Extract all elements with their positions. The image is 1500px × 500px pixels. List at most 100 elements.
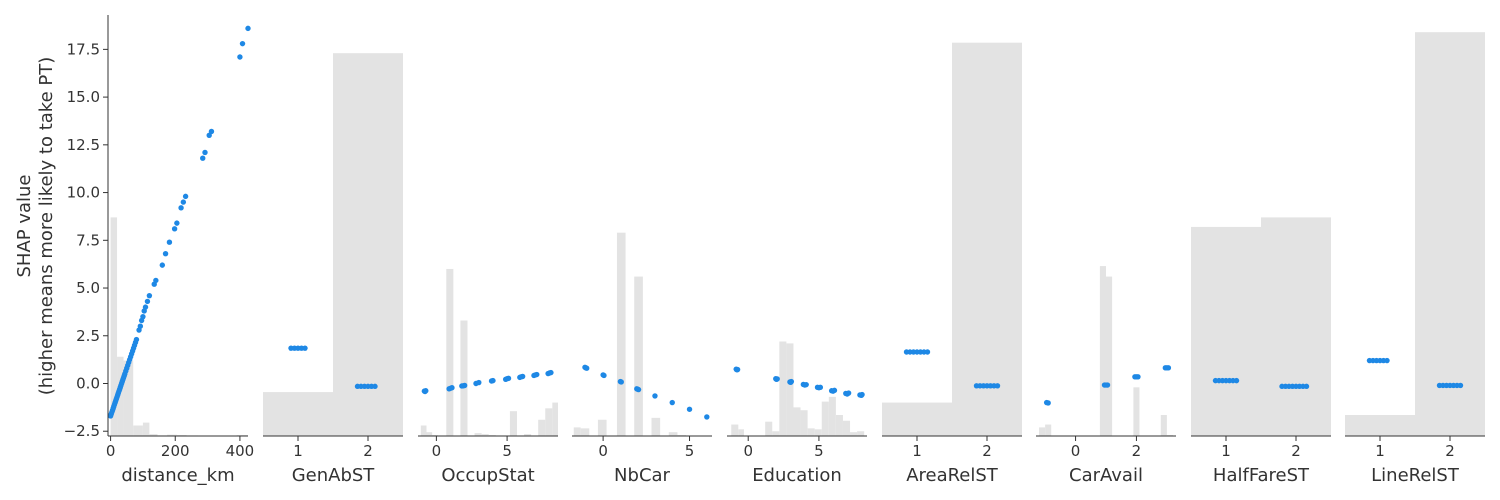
- histogram-bar: [793, 407, 801, 436]
- data-point: [1303, 383, 1310, 390]
- x-tick-label: 5: [685, 442, 695, 460]
- data-point: [153, 277, 159, 284]
- data-point: [618, 379, 624, 385]
- data-point: [1135, 374, 1141, 380]
- data-point: [994, 383, 1001, 389]
- data-point: [239, 40, 246, 47]
- histogram-bar: [952, 42, 1022, 436]
- data-point: [845, 390, 852, 396]
- data-point: [178, 205, 184, 211]
- data-point: [635, 386, 642, 393]
- data-point: [669, 399, 675, 406]
- x-axis-title: distance_km: [121, 465, 234, 486]
- x-tick-label: 0: [106, 442, 116, 460]
- histogram-bar: [123, 360, 134, 436]
- panel-HalfFareST: 1 2 HalfFareST: [1191, 217, 1331, 486]
- histogram-bar: [765, 421, 773, 436]
- histogram-bar: [420, 425, 427, 436]
- panel-OccupStat: 0 5 OccupStat: [418, 268, 558, 486]
- histogram-bar: [573, 427, 581, 436]
- x-tick-label: 0: [743, 442, 753, 460]
- histogram-bar: [651, 417, 661, 436]
- y-tick-label: 2.5: [76, 327, 100, 345]
- x-tick-label: 5: [502, 442, 512, 460]
- data-point: [1104, 382, 1111, 388]
- histogram-bar: [668, 432, 678, 436]
- x-tick-label: 400: [226, 442, 255, 460]
- data-point: [171, 226, 178, 232]
- data-point: [734, 366, 741, 373]
- data-point: [534, 371, 540, 378]
- histogram-bar: [545, 408, 553, 436]
- histogram-bar: [807, 428, 815, 436]
- data-point: [182, 193, 189, 200]
- histogram-bar: [1133, 387, 1140, 436]
- data-point: [601, 372, 607, 379]
- x-axis-title: HalfFareST: [1213, 465, 1310, 486]
- data-point: [142, 304, 149, 310]
- data-point: [1233, 377, 1240, 384]
- data-point: [208, 128, 215, 135]
- histogram-bar: [842, 420, 851, 436]
- y-tick-label: 7.5: [76, 231, 100, 249]
- histogram-bar: [731, 424, 739, 436]
- data-point: [1457, 382, 1464, 389]
- x-axis-title: OccupStat: [441, 465, 534, 486]
- histogram-bar: [1261, 217, 1331, 436]
- panel-LineRelST: 1 2 LineRelST: [1345, 32, 1485, 486]
- y-tick-label: 5.0: [76, 279, 100, 297]
- x-tick-label: 200: [161, 442, 190, 460]
- x-tick-label: 2: [982, 442, 992, 460]
- histogram-bar: [481, 434, 489, 436]
- x-axis-title: CarAvail: [1069, 465, 1143, 486]
- x-tick-label: 0: [1071, 442, 1081, 460]
- data-point: [774, 376, 780, 382]
- histogram-bar: [1039, 427, 1046, 436]
- panel-Education: 0 5 Education: [727, 341, 867, 486]
- histogram-bar: [117, 356, 124, 436]
- data-point: [146, 292, 153, 299]
- histogram-bar: [149, 434, 158, 436]
- x-tick-label: 1: [293, 442, 303, 460]
- x-tick-label: 1: [1375, 442, 1385, 460]
- histogram-bar: [616, 232, 626, 436]
- x-tick-label: 1: [912, 442, 922, 460]
- histogram-bar: [1106, 276, 1113, 436]
- histogram-bar: [426, 432, 433, 436]
- y-tick-label: 15.0: [67, 88, 100, 106]
- histogram-bar: [772, 431, 780, 436]
- data-point: [490, 377, 496, 384]
- panel-NbCar: 0 5 NbCar: [572, 232, 712, 486]
- data-point: [137, 323, 144, 329]
- x-axis-title: AreaRelST: [906, 465, 999, 486]
- y-tick-label: −2.5: [64, 422, 100, 440]
- y-tick-label: 12.5: [67, 136, 100, 154]
- data-point: [166, 239, 173, 245]
- x-axis-title: Education: [752, 465, 842, 486]
- histogram-bar: [167, 434, 177, 436]
- x-tick-label: 1: [1221, 442, 1231, 460]
- y-tick-label: 17.5: [67, 40, 100, 58]
- data-point: [202, 149, 208, 156]
- panel-AreaRelST: 1 2 AreaRelST: [882, 42, 1022, 486]
- data-point: [505, 375, 512, 382]
- histogram-bar: [460, 320, 468, 436]
- y-tick-label: 10.0: [67, 184, 100, 202]
- data-point: [583, 365, 590, 371]
- data-point: [461, 382, 468, 389]
- data-point: [652, 393, 658, 399]
- histogram-bar: [552, 402, 558, 436]
- data-point: [817, 384, 824, 391]
- panel-CarAvail: 0 2 CarAvail: [1036, 266, 1176, 486]
- data-point: [159, 262, 166, 268]
- x-tick-label: 2: [363, 442, 373, 460]
- y-axis-title: SHAP value (higher means more likely to …: [14, 57, 57, 396]
- x-tick-label: 0: [598, 442, 608, 460]
- panels-group: 0 200 400distance_km−2.50.02.55.07.510.012…: [64, 15, 1485, 486]
- data-point: [476, 379, 482, 386]
- data-point: [788, 378, 795, 385]
- data-point: [924, 349, 931, 355]
- histogram-bar: [821, 401, 829, 436]
- histogram-bar: [263, 392, 333, 436]
